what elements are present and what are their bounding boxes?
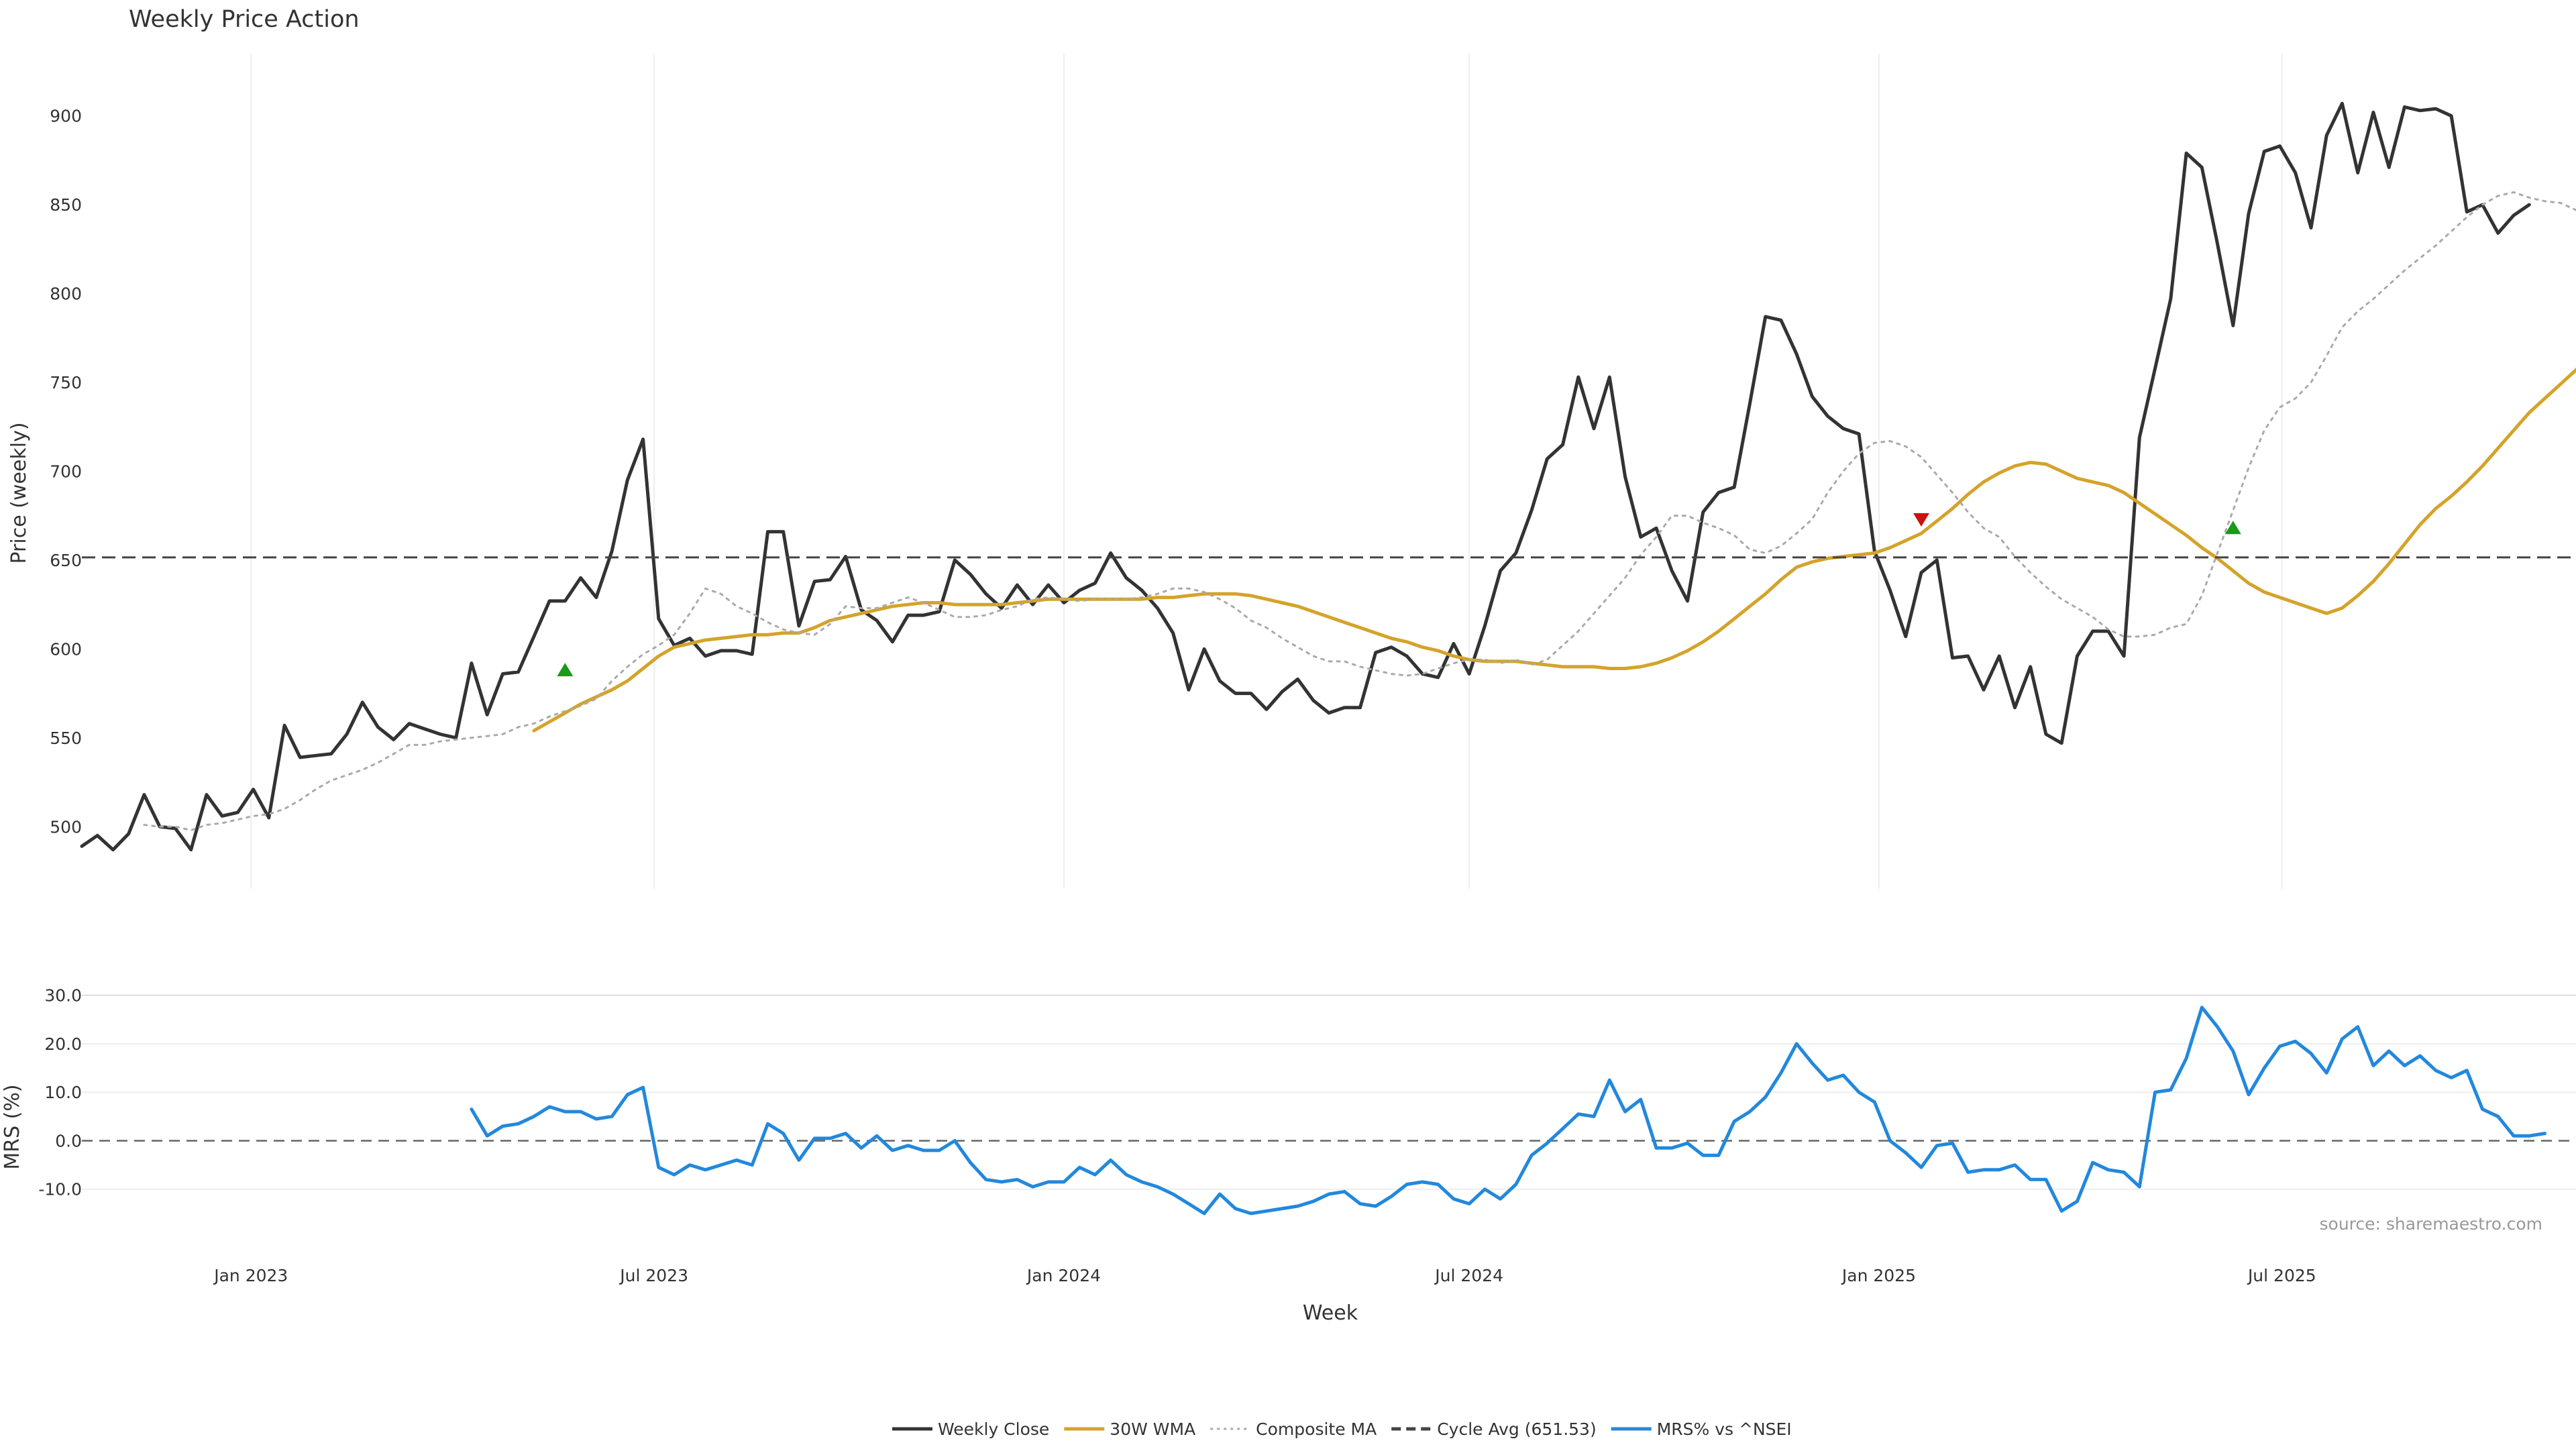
mrs-y-tick-label: 20.0 [44, 1034, 82, 1054]
price-y-tick-label: 750 [50, 373, 82, 392]
price-y-tick-label: 900 [50, 107, 82, 126]
legend-item: Weekly Close [892, 1419, 1049, 1439]
legend-label: Cycle Avg (651.53) [1437, 1419, 1597, 1439]
price-y-tick-label: 550 [50, 729, 82, 748]
price-y-tick-label: 850 [50, 195, 82, 215]
mrs-y-ticks: -10.0 0.0 10.0 20.0 30.0 [38, 986, 82, 1199]
legend-item: Cycle Avg (651.53) [1391, 1419, 1597, 1439]
mrs-grid [82, 994, 2576, 1190]
source-note: source: sharemaestro.com [2320, 1214, 2543, 1234]
price-y-tick-label: 500 [50, 817, 82, 837]
legend: Weekly Close 30W WMA Composite MA Cycle Avg… [892, 1419, 1792, 1439]
price-y-tick-label: 600 [50, 639, 82, 659]
mrs-y-tick-label: 10.0 [44, 1083, 82, 1102]
mrs-series-layer [470, 1006, 2546, 1216]
x-tick-label: Jul 2025 [2247, 1266, 2316, 1285]
mrs-y-tick-label: -10.0 [38, 1180, 82, 1199]
price-grid [250, 54, 2283, 889]
price-y-tick-label: 700 [50, 462, 82, 482]
price-series-layer [80, 101, 2576, 852]
legend-label: Weekly Close [938, 1419, 1049, 1439]
x-tick-label: Jan 2024 [1026, 1266, 1101, 1285]
series-weekly-close [80, 101, 2531, 852]
price-y-axis-label: Price (weekly) [7, 422, 31, 564]
price-y-ticks: 500 550 600 650 700 750 800 850 900 [50, 107, 82, 837]
buy-signal-marker [557, 663, 574, 677]
series-composite-ma [143, 191, 2576, 832]
legend-label: 30W WMA [1110, 1419, 1195, 1439]
price-y-tick-label: 800 [50, 284, 82, 304]
series-30w-wma [532, 367, 2576, 733]
series-mrs-vs-nsei [470, 1006, 2546, 1216]
price-y-tick-label: 650 [50, 551, 82, 570]
mrs-y-tick-label: 30.0 [44, 986, 82, 1006]
chart-title: Weekly Price Action [129, 6, 360, 33]
x-tick-label: Jul 2024 [1434, 1266, 1503, 1285]
mrs-y-tick-label: 0.0 [55, 1131, 82, 1150]
legend-item: MRS% vs ^NSEI [1611, 1419, 1792, 1439]
sell-signal-marker [1913, 513, 1930, 527]
buy-signal-marker [2224, 521, 2241, 535]
legend-label: Composite MA [1256, 1419, 1377, 1439]
x-tick-label: Jul 2023 [619, 1266, 688, 1285]
x-ticks: Jan 2023 Jul 2023 Jan 2024 Jul 2024 Jan 2025… [213, 1266, 2316, 1285]
signal-markers [557, 513, 2241, 677]
x-axis-label: Week [1303, 1301, 1358, 1325]
x-tick-label: Jan 2023 [213, 1266, 288, 1285]
mrs-y-axis-label: MRS (%) [1, 1084, 24, 1169]
legend-label: MRS% vs ^NSEI [1657, 1419, 1792, 1439]
legend-item: Composite MA [1210, 1419, 1377, 1439]
legend-item: 30W WMA [1064, 1419, 1195, 1439]
x-tick-label: Jan 2025 [1841, 1266, 1916, 1285]
